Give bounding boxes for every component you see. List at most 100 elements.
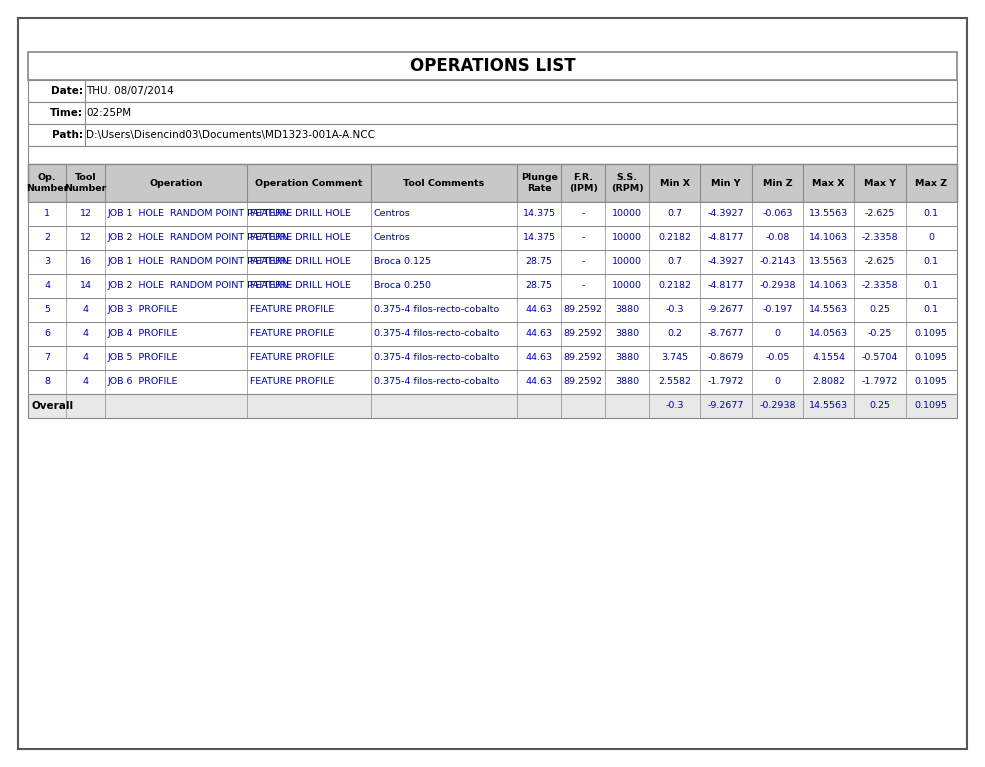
Bar <box>28 80 957 102</box>
Bar <box>28 164 957 202</box>
Text: 2.5582: 2.5582 <box>658 377 691 387</box>
Text: JOB 1  HOLE  RANDOM POINT PATTERN: JOB 1 HOLE RANDOM POINT PATTERN <box>108 258 290 266</box>
Text: Time:: Time: <box>50 108 83 118</box>
Text: Max Z: Max Z <box>915 179 948 187</box>
Text: OPERATIONS LIST: OPERATIONS LIST <box>410 57 575 75</box>
Text: Date:: Date: <box>51 86 83 96</box>
Text: 13.5563: 13.5563 <box>809 258 848 266</box>
Text: -0.197: -0.197 <box>762 305 793 314</box>
Text: FEATURE PROFILE: FEATURE PROFILE <box>250 330 334 338</box>
Text: 6: 6 <box>44 330 50 338</box>
Text: -0.2938: -0.2938 <box>759 281 796 291</box>
Text: D:\Users\Disencind03\Documents\MD1323-001A-A.NCC: D:\Users\Disencind03\Documents\MD1323-00… <box>86 130 375 140</box>
Text: 0.7: 0.7 <box>667 258 683 266</box>
Text: -0.3: -0.3 <box>666 305 684 314</box>
Text: 3880: 3880 <box>615 330 639 338</box>
Text: 0.2182: 0.2182 <box>658 233 691 242</box>
Text: Max X: Max X <box>813 179 845 187</box>
Text: 14.1063: 14.1063 <box>809 281 848 291</box>
Text: -2.625: -2.625 <box>865 258 895 266</box>
Text: 28.75: 28.75 <box>526 281 553 291</box>
Text: 0.25: 0.25 <box>870 401 890 410</box>
Text: -0.2938: -0.2938 <box>759 401 796 410</box>
Text: -: - <box>581 258 585 266</box>
Text: 4: 4 <box>83 330 89 338</box>
Text: 12: 12 <box>80 209 92 219</box>
Text: Path:: Path: <box>52 130 83 140</box>
Text: Operation: Operation <box>149 179 203 187</box>
Text: 44.63: 44.63 <box>526 330 553 338</box>
Text: FEATURE PROFILE: FEATURE PROFILE <box>250 354 334 363</box>
Text: -: - <box>581 233 585 242</box>
Text: JOB 2  HOLE  RANDOM POINT PATTERN: JOB 2 HOLE RANDOM POINT PATTERN <box>108 233 290 242</box>
Text: -1.7972: -1.7972 <box>862 377 898 387</box>
Bar <box>28 370 957 394</box>
Bar <box>28 102 957 124</box>
Text: -: - <box>581 209 585 219</box>
Text: 5: 5 <box>44 305 50 314</box>
Text: -0.063: -0.063 <box>762 209 793 219</box>
Text: Overall: Overall <box>31 401 73 411</box>
Text: 14.375: 14.375 <box>523 209 556 219</box>
Text: JOB 5  PROFILE: JOB 5 PROFILE <box>108 354 178 363</box>
Text: 1: 1 <box>44 209 50 219</box>
Text: 0.1095: 0.1095 <box>915 401 948 410</box>
Text: -: - <box>581 281 585 291</box>
Text: -0.5704: -0.5704 <box>862 354 898 363</box>
Text: FEATURE DRILL HOLE: FEATURE DRILL HOLE <box>250 233 351 242</box>
Text: JOB 1  HOLE  RANDOM POINT PATTERN: JOB 1 HOLE RANDOM POINT PATTERN <box>108 209 290 219</box>
Text: 0: 0 <box>774 377 780 387</box>
Text: THU. 08/07/2014: THU. 08/07/2014 <box>86 86 173 96</box>
Text: Centros: Centros <box>373 209 411 219</box>
Text: FEATURE PROFILE: FEATURE PROFILE <box>250 377 334 387</box>
Text: FEATURE DRILL HOLE: FEATURE DRILL HOLE <box>250 209 351 219</box>
Text: -2.3358: -2.3358 <box>862 233 898 242</box>
Text: 0.2182: 0.2182 <box>658 281 691 291</box>
Text: 8: 8 <box>44 377 50 387</box>
Text: 2: 2 <box>44 233 50 242</box>
Text: 0.1095: 0.1095 <box>915 377 948 387</box>
Text: FEATURE PROFILE: FEATURE PROFILE <box>250 305 334 314</box>
Text: 0.375-4 filos-recto-cobalto: 0.375-4 filos-recto-cobalto <box>373 305 498 314</box>
Text: 3.745: 3.745 <box>661 354 689 363</box>
Text: 89.2592: 89.2592 <box>563 377 603 387</box>
Bar <box>28 146 957 164</box>
Bar <box>28 124 957 146</box>
Text: 3: 3 <box>44 258 50 266</box>
Text: 89.2592: 89.2592 <box>563 330 603 338</box>
Text: -0.3: -0.3 <box>666 401 684 410</box>
Text: 28.75: 28.75 <box>526 258 553 266</box>
Text: -2.3358: -2.3358 <box>862 281 898 291</box>
Text: -9.2677: -9.2677 <box>708 401 745 410</box>
Text: 2.8082: 2.8082 <box>813 377 845 387</box>
Text: 14: 14 <box>80 281 92 291</box>
Text: 0.2: 0.2 <box>667 330 683 338</box>
Text: 02:25PM: 02:25PM <box>86 108 131 118</box>
Text: -4.8177: -4.8177 <box>708 233 745 242</box>
Text: -1.7972: -1.7972 <box>708 377 745 387</box>
Text: Min X: Min X <box>660 179 690 187</box>
Text: 0.1: 0.1 <box>924 258 939 266</box>
Text: 3880: 3880 <box>615 354 639 363</box>
Text: 4: 4 <box>83 305 89 314</box>
Text: 14.5563: 14.5563 <box>809 305 848 314</box>
Text: 14.0563: 14.0563 <box>809 330 848 338</box>
Text: Plunge
Rate: Plunge Rate <box>521 173 558 193</box>
Text: -4.8177: -4.8177 <box>708 281 745 291</box>
Text: 0.7: 0.7 <box>667 209 683 219</box>
Text: FEATURE DRILL HOLE: FEATURE DRILL HOLE <box>250 258 351 266</box>
Bar <box>28 274 957 298</box>
Text: 14.5563: 14.5563 <box>809 401 848 410</box>
Text: -0.8679: -0.8679 <box>708 354 745 363</box>
Text: 89.2592: 89.2592 <box>563 354 603 363</box>
Text: 0.375-4 filos-recto-cobalto: 0.375-4 filos-recto-cobalto <box>373 330 498 338</box>
Text: 0: 0 <box>928 233 935 242</box>
Text: 0: 0 <box>774 330 780 338</box>
Text: JOB 4  PROFILE: JOB 4 PROFILE <box>108 330 178 338</box>
Text: Tool
Number: Tool Number <box>65 173 107 193</box>
Text: -4.3927: -4.3927 <box>708 209 745 219</box>
Text: 10000: 10000 <box>613 209 642 219</box>
Text: -2.625: -2.625 <box>865 209 895 219</box>
Text: 13.5563: 13.5563 <box>809 209 848 219</box>
Text: -0.25: -0.25 <box>868 330 892 338</box>
